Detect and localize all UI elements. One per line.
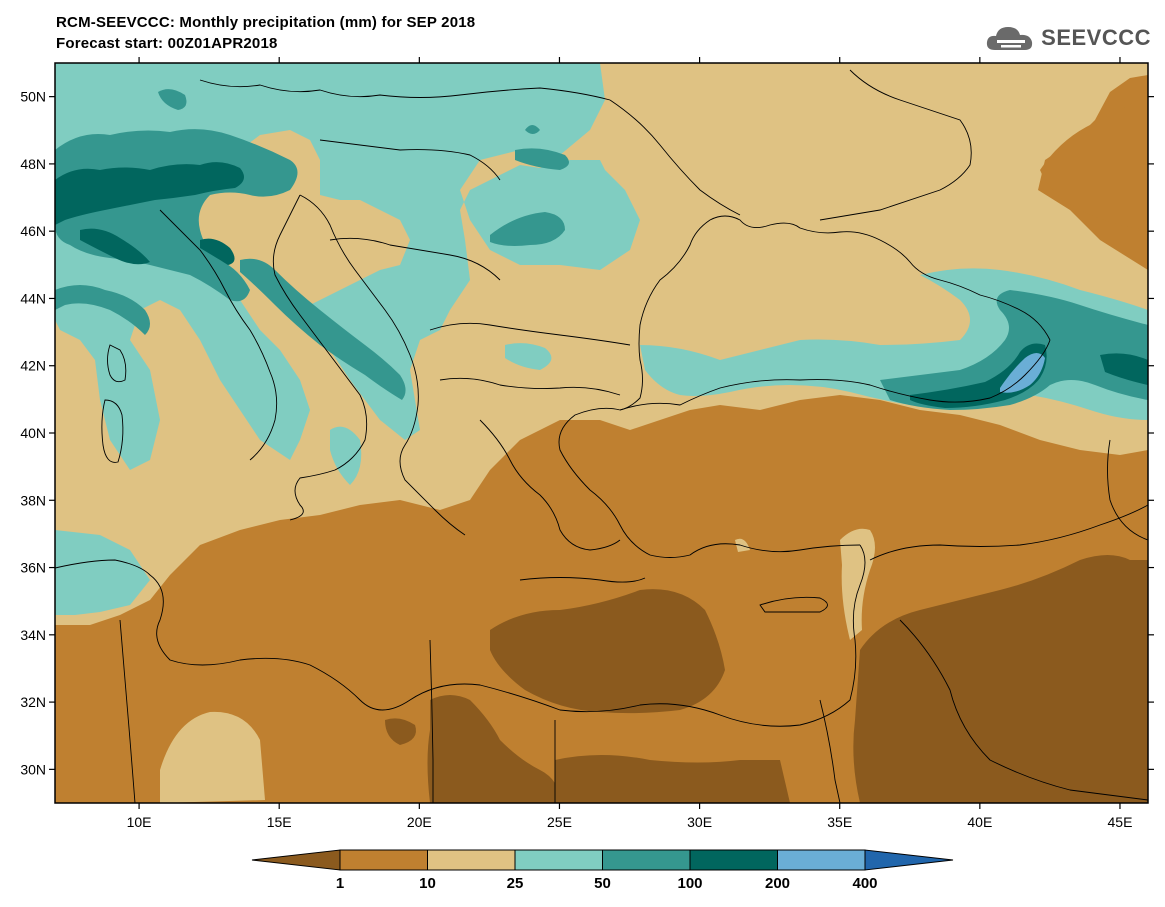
lat-tick-label: 30N bbox=[20, 761, 46, 777]
map-title: RCM-SEEVCCC: Monthly precipitation (mm) … bbox=[56, 14, 476, 31]
lat-tick-label: 40N bbox=[20, 425, 46, 441]
colorbar-max-extension bbox=[864, 849, 954, 871]
seevccc-logo: SEEVCCC bbox=[985, 22, 1151, 54]
lon-tick-label: 20E bbox=[407, 814, 432, 830]
coastlines bbox=[55, 69, 1148, 803]
colorbar-segment bbox=[427, 849, 516, 871]
colorbar-label: 50 bbox=[594, 875, 611, 892]
lat-tick-label: 32N bbox=[20, 694, 46, 710]
lon-tick-label: 10E bbox=[127, 814, 152, 830]
longitude-ticks: 10E 15E 20E 25E 30E 35E 40E 45E bbox=[127, 57, 1133, 830]
colorbar-label: 400 bbox=[852, 875, 877, 892]
logo-text: SEEVCCC bbox=[1041, 25, 1151, 50]
lat-tick-label: 34N bbox=[20, 627, 46, 643]
colorbar-segment bbox=[777, 849, 866, 871]
colorbar-label: 25 bbox=[507, 875, 524, 892]
colorbar-label: 100 bbox=[677, 875, 702, 892]
lon-tick-label: 40E bbox=[967, 814, 992, 830]
lon-tick-label: 15E bbox=[267, 814, 292, 830]
lon-tick-label: 25E bbox=[547, 814, 572, 830]
lat-tick-label: 44N bbox=[20, 290, 46, 306]
colorbar-segment bbox=[339, 849, 428, 871]
lat-tick-label: 46N bbox=[20, 223, 46, 239]
colorbar-label: 1 bbox=[336, 875, 344, 892]
lat-tick-label: 36N bbox=[20, 560, 46, 576]
lat-tick-label: 38N bbox=[20, 492, 46, 508]
colorbar-label: 10 bbox=[419, 875, 436, 892]
lon-tick-label: 45E bbox=[1108, 814, 1133, 830]
colorbar-segment bbox=[514, 849, 603, 871]
forecast-start-label: Forecast start: 00Z01APR2018 bbox=[56, 35, 278, 52]
latitude-ticks: 50N 48N 46N 44N 42N 40N 38N 36N 34N 32N 30N bbox=[20, 89, 1154, 777]
lat-tick-label: 50N bbox=[20, 89, 46, 105]
lon-tick-label: 35E bbox=[827, 814, 852, 830]
colorbar-legend: 1 10 25 50 100 200 400 bbox=[251, 849, 954, 892]
colorbar-min-extension bbox=[251, 849, 341, 871]
colorbar-segment bbox=[602, 849, 691, 871]
lat-tick-label: 42N bbox=[20, 358, 46, 374]
cloud-icon bbox=[987, 27, 1033, 50]
colorbar-label: 200 bbox=[765, 875, 790, 892]
lat-tick-label: 48N bbox=[20, 156, 46, 172]
colorbar-segment bbox=[689, 849, 778, 871]
precipitation-field bbox=[55, 63, 1148, 803]
lon-tick-label: 30E bbox=[687, 814, 712, 830]
